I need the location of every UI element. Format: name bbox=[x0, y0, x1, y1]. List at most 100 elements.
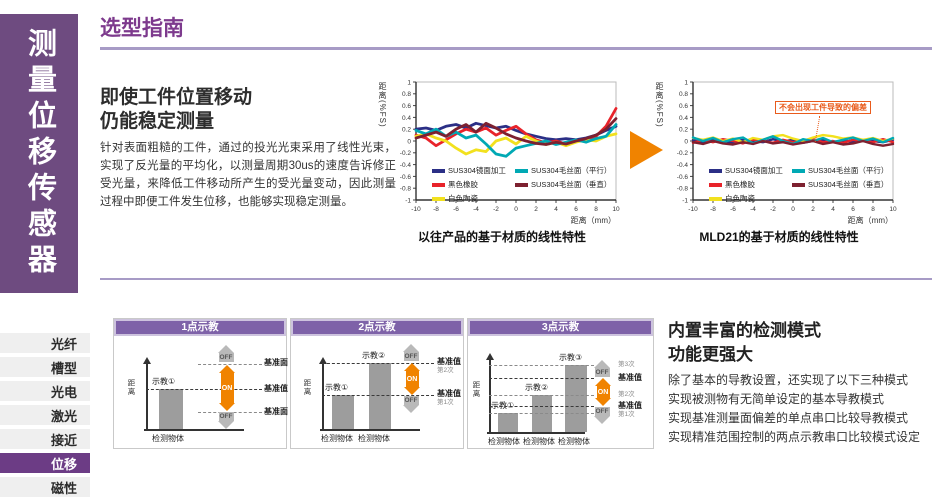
diagram-baseline bbox=[144, 429, 244, 431]
svg-text:10: 10 bbox=[889, 206, 897, 213]
svg-text:0: 0 bbox=[407, 138, 411, 145]
chart1-x-axis-title: 距离（mm） bbox=[570, 216, 616, 225]
object-label: 检测物体 bbox=[152, 434, 184, 443]
svg-text:4: 4 bbox=[831, 206, 835, 213]
sidebar-item-photoelectric[interactable]: 光电 bbox=[0, 381, 90, 401]
teach-bar-3-label: 示教③ bbox=[559, 353, 583, 362]
teach-bar-3 bbox=[565, 365, 587, 432]
svg-text:-2: -2 bbox=[493, 206, 499, 213]
chart2-y-axis-title: 距离(%FS) bbox=[655, 82, 664, 128]
teach-bar-1 bbox=[498, 413, 518, 432]
on-arrow: ON bbox=[219, 365, 235, 411]
svg-text:8: 8 bbox=[871, 206, 875, 213]
reference-value-line-upper bbox=[489, 378, 594, 379]
chart1-legend: SUS304镜面加工 黑色橡胶 白色陶瓷 SUS304毛丝面（平行） SUS30… bbox=[432, 165, 611, 204]
legend-swatch bbox=[514, 168, 528, 173]
legend-label: SUS304毛丝面（平行） bbox=[807, 166, 889, 175]
on-label: ON bbox=[405, 371, 419, 387]
legend-label: SUS304毛丝面（垂直） bbox=[530, 180, 612, 189]
chart-mld21: 距离(%FS) 1 0.8 0.6 0.4 0.2 0 -0.2 -0.4 -0.6 -0.8 -1… bbox=[655, 76, 900, 246]
chart1-caption: 以往产品的基于材质的线性特性 bbox=[417, 230, 586, 244]
object-label: 检测物体 bbox=[488, 437, 520, 446]
svg-text:2: 2 bbox=[811, 206, 815, 213]
page-title: 选型指南 bbox=[100, 17, 184, 40]
teach-box-1-header: 1点示教 bbox=[114, 319, 286, 336]
off-label: OFF bbox=[594, 368, 610, 377]
reference-value-label-lower: 基准值 bbox=[618, 401, 642, 410]
legend-item: SUS304毛丝面（平行） bbox=[514, 165, 612, 176]
reference-count-label-2: 第2次 bbox=[437, 367, 454, 374]
svg-text:1: 1 bbox=[407, 79, 411, 86]
legend-item: SUS304毛丝面（垂直） bbox=[514, 179, 612, 190]
svg-text:8: 8 bbox=[594, 206, 598, 213]
off-label: OFF bbox=[218, 412, 234, 421]
legend-label: SUS304毛丝面（垂直） bbox=[807, 180, 889, 189]
off-arrow-down: OFF bbox=[594, 407, 610, 424]
chart2-legend: SUS304镜面加工 黑色橡胶 白色陶瓷 SUS304毛丝面（平行） SUS30… bbox=[709, 165, 888, 204]
svg-text:0.2: 0.2 bbox=[679, 127, 688, 134]
reference-value-line bbox=[146, 389, 262, 390]
teach-bar-1-label: 示教① bbox=[152, 377, 176, 386]
sidebar-menu: 光纤 槽型 光电 激光 接近 位移 磁性 bbox=[0, 333, 90, 501]
svg-text:10: 10 bbox=[612, 206, 620, 213]
teach-count-label-1: 第1次 bbox=[618, 411, 635, 418]
svg-text:-10: -10 bbox=[688, 206, 698, 213]
reference-value-label: 基准值 bbox=[264, 384, 288, 393]
svg-text:0: 0 bbox=[791, 206, 795, 213]
legend-swatch bbox=[791, 168, 805, 173]
on-arrow: ON bbox=[595, 378, 611, 406]
legend-swatch bbox=[709, 168, 722, 173]
chart2-annotation: 不会出现工件导致的偏差 bbox=[775, 101, 871, 114]
legend-swatch bbox=[432, 196, 445, 201]
teach-box-3-title: 3点示教 bbox=[470, 321, 651, 334]
teach-box-1point: 1点示教 距离 示教① OFF ON OFF 基准面 基准值 基准面 检测物体 bbox=[113, 318, 288, 449]
off-arrow-down: OFF bbox=[218, 412, 234, 429]
reference-value-label-1: 基准值 bbox=[437, 389, 461, 398]
legend-item: SUS304毛丝面（垂直） bbox=[791, 179, 889, 190]
svg-text:-8: -8 bbox=[710, 206, 716, 213]
legend-swatch bbox=[709, 182, 722, 187]
reference-plane-label-top: 基准面 bbox=[264, 358, 288, 367]
legend-label: 白色陶瓷 bbox=[725, 194, 755, 203]
off-label: OFF bbox=[403, 396, 419, 405]
sidebar-category-block: 测量位移传感器 bbox=[0, 14, 78, 293]
legend-label: SUS304镜面加工 bbox=[725, 166, 783, 175]
teach-box-1-title: 1点示教 bbox=[116, 321, 284, 334]
teach-bar-1-label: 示教① bbox=[491, 401, 515, 410]
legend-item: SUS304镜面加工 bbox=[709, 165, 783, 176]
svg-text:0.6: 0.6 bbox=[679, 103, 688, 110]
section1-heading-line1: 即使工件位置移动 bbox=[100, 87, 253, 108]
svg-text:0: 0 bbox=[514, 206, 518, 213]
reference-value-line-1 bbox=[322, 395, 434, 396]
sidebar-item-displacement[interactable]: 位移 bbox=[0, 453, 90, 473]
sidebar-item-magnetic[interactable]: 磁性 bbox=[0, 477, 90, 497]
object-label: 检测物体 bbox=[321, 434, 353, 443]
svg-text:0.2: 0.2 bbox=[402, 127, 411, 134]
svg-text:-0.2: -0.2 bbox=[677, 150, 689, 157]
svg-text:-0.8: -0.8 bbox=[400, 186, 412, 193]
sidebar-item-proximity[interactable]: 接近 bbox=[0, 429, 90, 449]
legend-swatch bbox=[709, 196, 722, 201]
section2-body-line: 实现精准范围控制的两点示教串口比较模式设定 bbox=[668, 430, 921, 444]
off-label: OFF bbox=[218, 353, 234, 362]
legend-swatch bbox=[432, 182, 445, 187]
off-arrow-up: OFF bbox=[403, 344, 419, 361]
sidebar-item-fiber[interactable]: 光纤 bbox=[0, 333, 90, 353]
legend-label: 黑色橡胶 bbox=[725, 180, 755, 189]
teach-box-2-header: 2点示教 bbox=[291, 319, 463, 336]
svg-text:-10: -10 bbox=[411, 206, 421, 213]
reference-value-line-lower bbox=[489, 406, 594, 407]
reference-value-label-2: 基准值 bbox=[437, 357, 461, 366]
sidebar-item-slot[interactable]: 槽型 bbox=[0, 357, 90, 377]
svg-text:-4: -4 bbox=[750, 206, 756, 213]
svg-text:-0.6: -0.6 bbox=[677, 174, 689, 181]
legend-label: SUS304镜面加工 bbox=[448, 166, 506, 175]
legend-item: SUS304镜面加工 bbox=[432, 165, 506, 176]
sidebar-item-laser[interactable]: 激光 bbox=[0, 405, 90, 425]
svg-text:-0.4: -0.4 bbox=[400, 162, 412, 169]
svg-text:-4: -4 bbox=[473, 206, 479, 213]
chart1-y-axis-title: 距离(%FS) bbox=[378, 82, 387, 128]
legend-label: SUS304毛丝面（平行） bbox=[530, 166, 612, 175]
legend-label: 白色陶瓷 bbox=[448, 194, 478, 203]
teach-line-2 bbox=[489, 395, 594, 396]
